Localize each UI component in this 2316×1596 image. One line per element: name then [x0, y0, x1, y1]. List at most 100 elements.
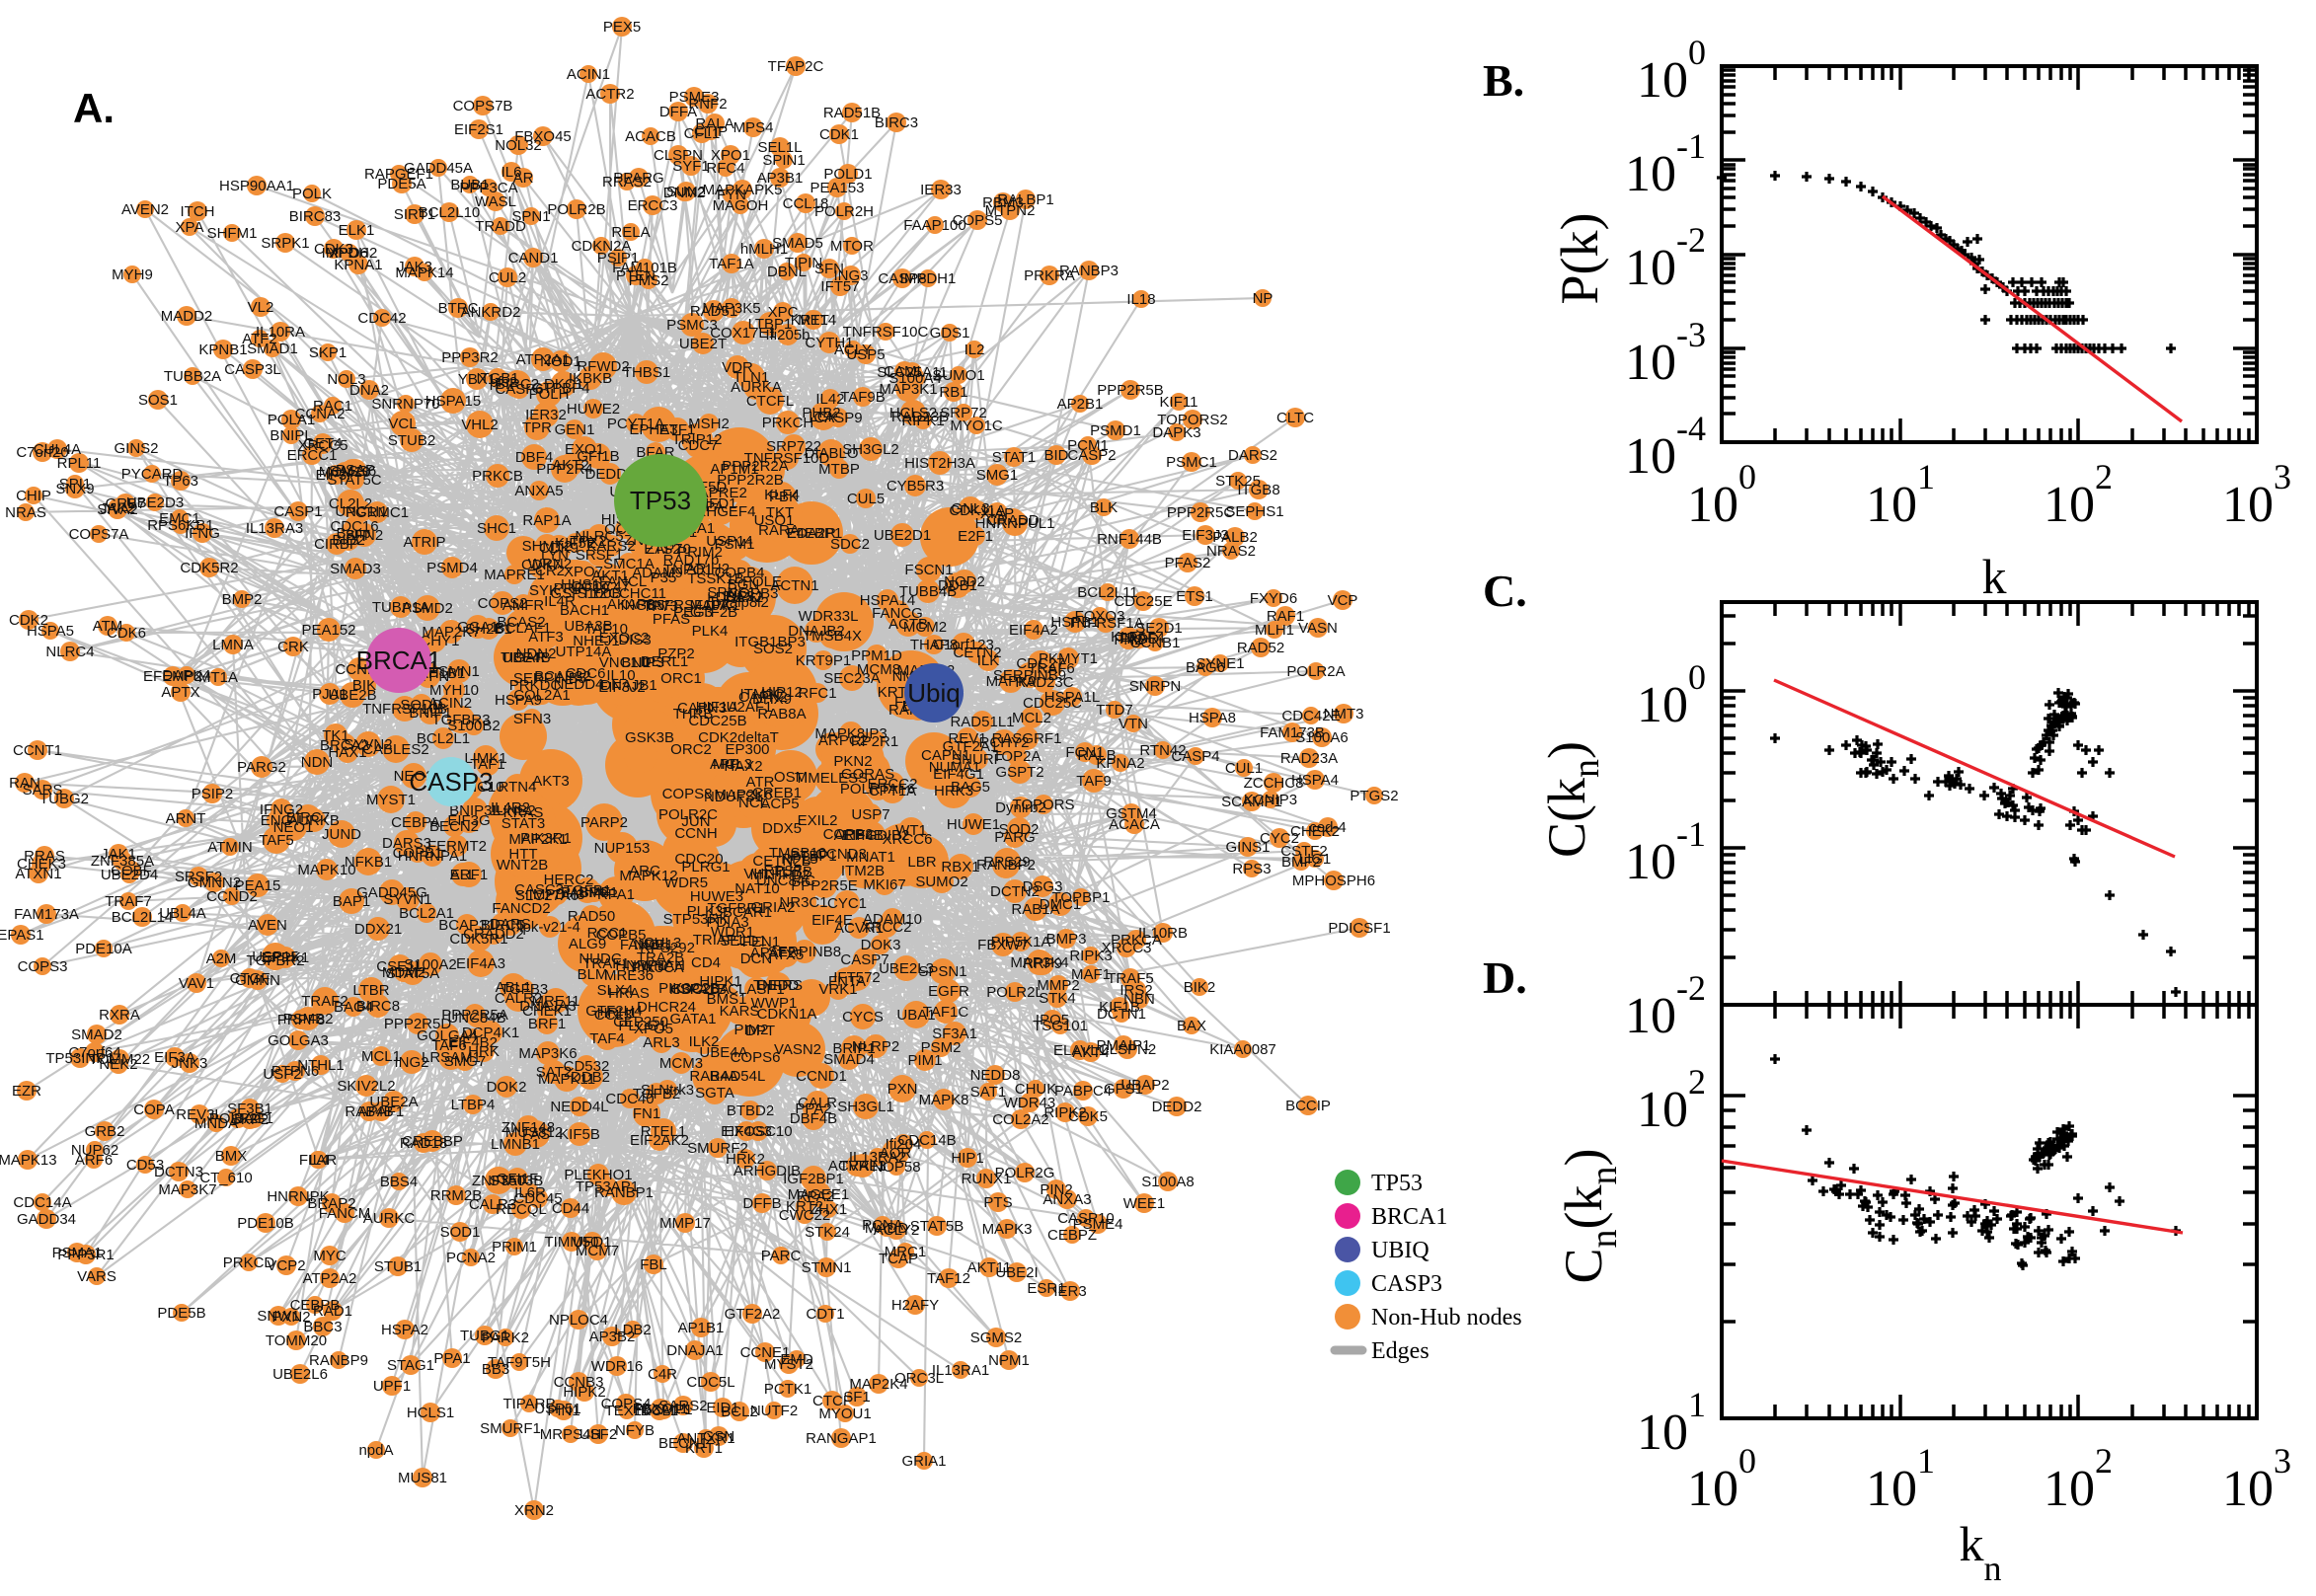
- svg-text:TPR: TPR: [522, 419, 552, 436]
- svg-text:PEX5: PEX5: [603, 19, 641, 36]
- svg-text:CEBPZ: CEBPZ: [1047, 1227, 1097, 1244]
- svg-text:E2F1: E2F1: [958, 528, 993, 545]
- svg-text:PRPF8: PRPF8: [277, 1012, 325, 1028]
- svg-text:VAV1: VAV1: [179, 975, 214, 992]
- svg-text:USP7: USP7: [851, 806, 889, 823]
- svg-text:RPS3: RPS3: [1232, 861, 1271, 877]
- svg-text:SMAD5: SMAD5: [772, 235, 823, 252]
- svg-text:BACH1: BACH1: [560, 602, 609, 619]
- svg-text:SHFM1: SHFM1: [207, 225, 258, 242]
- svg-text:PDE5B: PDE5B: [157, 1305, 205, 1322]
- svg-text:RANGAP1: RANGAP1: [806, 1430, 877, 1447]
- svg-text:CD4: CD4: [691, 954, 721, 971]
- svg-text:Edges: Edges: [1371, 1338, 1429, 1364]
- svg-text:ATXN1: ATXN1: [15, 866, 61, 882]
- svg-text:SMAD1: SMAD1: [247, 341, 298, 357]
- svg-text:PALB2: PALB2: [1212, 529, 1258, 546]
- svg-text:AP3B2: AP3B2: [589, 1329, 636, 1345]
- svg-text:PSMD1: PSMD1: [1090, 422, 1141, 439]
- svg-text:POLA1: POLA1: [268, 412, 315, 428]
- svg-text:STAT1: STAT1: [992, 449, 1036, 466]
- svg-text:MAPK13: MAPK13: [0, 1152, 57, 1169]
- svg-text:CDC27: CDC27: [1016, 655, 1064, 672]
- svg-text:Banp: Banp: [336, 525, 370, 542]
- svg-text:KCNIP3: KCNIP3: [1244, 792, 1297, 808]
- svg-text:PSM2: PSM2: [921, 1039, 962, 1056]
- svg-text:DEDD: DEDD: [757, 977, 800, 994]
- svg-text:USP14: USP14: [706, 533, 753, 550]
- svg-text:XRN2: XRN2: [514, 1502, 554, 1519]
- svg-text:CDT1: CDT1: [806, 1306, 844, 1323]
- svg-text:NP: NP: [1253, 290, 1274, 307]
- svg-text:TAF12: TAF12: [927, 1270, 970, 1287]
- svg-text:EZR: EZR: [12, 1083, 41, 1100]
- svg-text:CT_610: CT_610: [199, 1170, 252, 1186]
- svg-text:FERMT2: FERMT2: [427, 838, 487, 855]
- svg-text:BMX: BMX: [215, 1148, 248, 1165]
- svg-text:XPA: XPA: [176, 219, 204, 236]
- svg-text:MPS4: MPS4: [733, 119, 774, 136]
- svg-text:RAF1: RAF1: [1267, 608, 1304, 625]
- svg-text:Non-Hub nodes: Non-Hub nodes: [1371, 1305, 1522, 1330]
- svg-text:TUBA1A: TUBA1A: [372, 599, 429, 616]
- svg-text:CDK5R2: CDK5R2: [180, 560, 238, 576]
- svg-text:UBA1: UBA1: [896, 1007, 935, 1024]
- svg-text:NLRP2: NLRP2: [852, 1038, 899, 1055]
- svg-text:IFT57: IFT57: [820, 278, 859, 295]
- svg-text:C4R: C4R: [648, 1366, 677, 1383]
- svg-text:CDC25E: CDC25E: [1114, 593, 1172, 610]
- svg-text:PHB2: PHB2: [802, 405, 840, 421]
- svg-text:D.: D.: [1483, 952, 1527, 1003]
- svg-text:SNRPN: SNRPN: [1129, 678, 1182, 695]
- svg-text:FBXO45: FBXO45: [514, 128, 572, 145]
- svg-text:MCM2: MCM2: [903, 619, 947, 636]
- svg-text:COPS2: COPS2: [478, 595, 528, 612]
- svg-text:PRIM1: PRIM1: [492, 1239, 537, 1255]
- svg-text:PBK: PBK: [769, 489, 799, 505]
- svg-text:NRAS: NRAS: [5, 504, 46, 521]
- svg-text:CAND1: CAND1: [508, 250, 559, 266]
- svg-text:ced-4: ced-4: [1309, 819, 1347, 836]
- svg-text:JUN: JUN: [681, 813, 710, 830]
- svg-text:GMNN2: GMNN2: [188, 874, 241, 891]
- svg-text:MTOR: MTOR: [830, 238, 874, 255]
- svg-text:MDM2: MDM2: [382, 964, 425, 981]
- svg-text:RANBP1: RANBP1: [594, 1184, 654, 1201]
- svg-text:BNIP3: BNIP3: [621, 654, 663, 671]
- svg-text:FAS: FAS: [522, 1126, 550, 1143]
- svg-text:BBS4: BBS4: [380, 1174, 418, 1190]
- svg-text:ATM: ATM: [93, 618, 123, 635]
- svg-text:PTS: PTS: [983, 1194, 1012, 1211]
- svg-text:XPO1: XPO1: [711, 147, 750, 164]
- svg-text:A.: A.: [73, 85, 115, 131]
- svg-text:FANCI: FANCI: [620, 937, 663, 953]
- svg-text:BMP3: BMP3: [1046, 931, 1087, 948]
- svg-text:SMAD3: SMAD3: [330, 561, 381, 577]
- svg-text:VCL: VCL: [388, 416, 417, 432]
- svg-text:RNF2: RNF2: [688, 96, 727, 113]
- svg-text:DOK2: DOK2: [487, 1079, 527, 1096]
- svg-text:ATF3: ATF3: [528, 629, 564, 646]
- svg-text:POLD1: POLD1: [823, 166, 872, 183]
- svg-text:DDX21: DDX21: [354, 921, 402, 938]
- svg-text:COPS7A: COPS7A: [69, 526, 129, 543]
- svg-text:POLR2A: POLR2A: [1286, 663, 1345, 680]
- svg-text:PRKCB: PRKCB: [472, 468, 523, 485]
- svg-text:ACACB: ACACB: [625, 128, 676, 145]
- svg-text:PLK3: PLK3: [687, 903, 724, 920]
- svg-text:FAM173B: FAM173B: [1260, 724, 1325, 741]
- svg-text:PABPC1: PABPC1: [561, 884, 618, 901]
- svg-text:GSK3B: GSK3B: [625, 729, 674, 746]
- svg-text:RXRA: RXRA: [99, 1007, 140, 1024]
- svg-text:MAPK10: MAPK10: [297, 862, 355, 878]
- svg-text:EIF4B2: EIF4B2: [448, 1034, 498, 1051]
- svg-text:ACIN1: ACIN1: [567, 66, 610, 83]
- svg-text:KPNA2: KPNA2: [1096, 755, 1144, 772]
- svg-text:PARG2: PARG2: [237, 759, 286, 776]
- svg-text:CHIP: CHIP: [16, 488, 51, 504]
- svg-text:RCHY2: RCHY2: [979, 734, 1030, 751]
- svg-text:RAD52: RAD52: [1237, 640, 1284, 656]
- svg-text:GMNN: GMNN: [235, 972, 280, 989]
- svg-text:UBAP2: UBAP2: [1120, 1077, 1169, 1094]
- svg-text:CASP3L: CASP3L: [224, 361, 281, 378]
